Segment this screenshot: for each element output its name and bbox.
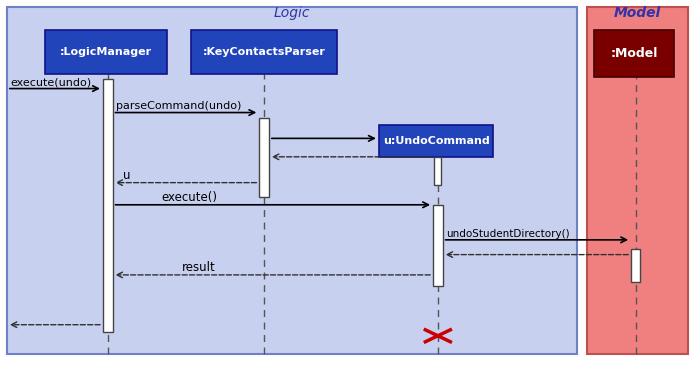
Text: :Model: :Model xyxy=(610,47,658,60)
FancyBboxPatch shape xyxy=(103,79,113,332)
FancyBboxPatch shape xyxy=(631,249,640,282)
FancyBboxPatch shape xyxy=(379,125,493,157)
FancyBboxPatch shape xyxy=(587,7,688,354)
FancyBboxPatch shape xyxy=(434,157,441,184)
Text: :KeyContactsParser: :KeyContactsParser xyxy=(203,46,325,57)
FancyBboxPatch shape xyxy=(259,118,269,197)
FancyBboxPatch shape xyxy=(191,30,337,74)
Text: undoStudentDirectory(): undoStudentDirectory() xyxy=(446,229,570,239)
Text: parseCommand(undo): parseCommand(undo) xyxy=(116,101,241,111)
Text: u:UndoCommand: u:UndoCommand xyxy=(383,136,489,146)
Text: execute(undo): execute(undo) xyxy=(10,78,92,88)
Text: u: u xyxy=(123,169,131,182)
FancyBboxPatch shape xyxy=(594,30,674,77)
Text: execute(): execute() xyxy=(161,191,218,204)
FancyBboxPatch shape xyxy=(433,205,443,286)
Text: :LogicManager: :LogicManager xyxy=(60,46,152,57)
FancyBboxPatch shape xyxy=(7,7,577,354)
Text: result: result xyxy=(182,261,216,274)
Text: Model: Model xyxy=(614,6,661,20)
FancyBboxPatch shape xyxy=(45,30,167,74)
Text: Logic: Logic xyxy=(274,6,310,20)
